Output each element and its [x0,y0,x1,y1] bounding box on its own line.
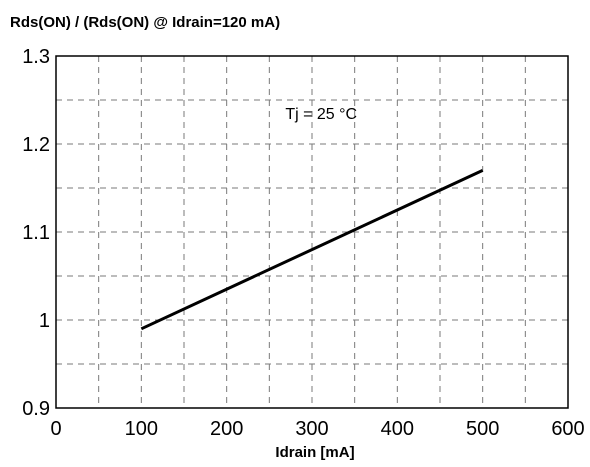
y-tick-label: 1 [39,310,50,332]
y-ticks: 0.9 1 1.1 1.2 1.3 [22,46,50,420]
y-tick-label: 1.1 [22,222,50,244]
x-tick-label: 100 [125,418,158,440]
x-ticks: 0 100 200 300 400 500 600 [50,418,584,440]
y-tick-label: 1.2 [22,134,50,156]
x-tick-label: 600 [551,418,584,440]
y-tick-label: 1.3 [22,46,50,68]
chart-title: Rds(ON) / (Rds(ON) @ Idrain=120 mA) [10,14,280,31]
series-group [140,169,484,331]
plot-frame [55,55,569,409]
x-tick-label: 500 [466,418,499,440]
x-tick-label: 300 [295,418,328,440]
x-tick-label: 0 [50,418,61,440]
annotation: Tj = 25 °C [285,106,357,123]
x-tick-label: 200 [210,418,243,440]
grid [56,56,568,408]
series-line [140,169,484,331]
x-axis-label: Idrain [mA] [275,444,354,461]
x-tick-label: 400 [381,418,414,440]
y-tick-label: 0.9 [22,398,50,420]
